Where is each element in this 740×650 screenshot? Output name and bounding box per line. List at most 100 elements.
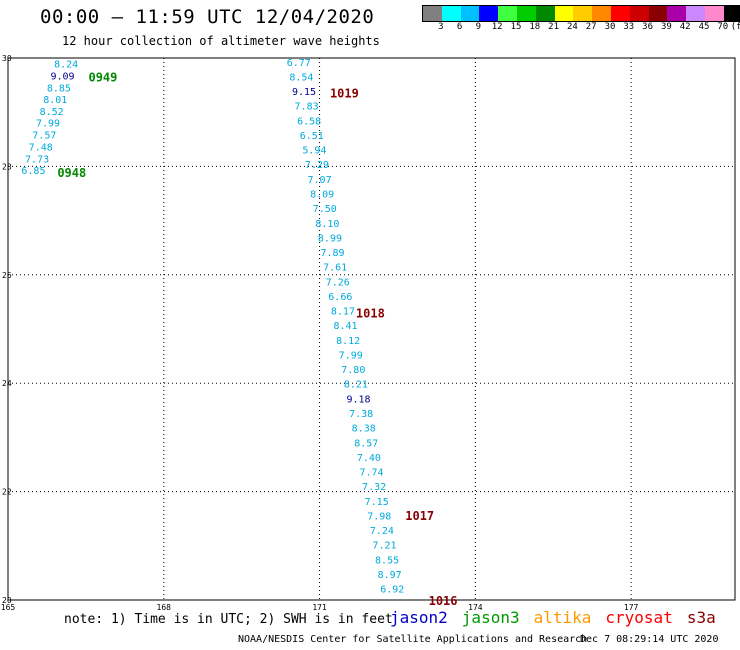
data-point-label: 7.26 <box>326 277 350 288</box>
color-swatch-8 <box>573 6 593 21</box>
data-point-label: 8.21 <box>344 380 368 391</box>
data-point-label: 6.85 <box>21 166 45 177</box>
data-point-label: 6.51 <box>300 131 324 142</box>
data-point-label: 7.99 <box>339 350 363 361</box>
x-tick-label: 171 <box>312 603 327 610</box>
data-point-label: 7.07 <box>308 175 332 186</box>
x-tick-label: 165 <box>1 603 16 610</box>
color-swatch-16 <box>723 6 740 21</box>
time-label: 1019 <box>330 87 359 101</box>
data-point-label: 8.52 <box>40 107 64 118</box>
data-point-label: 8.24 <box>54 59 78 70</box>
x-tick-label: 177 <box>624 603 639 610</box>
color-scale-label: (ft) <box>730 22 740 32</box>
data-point-label: 7.99 <box>36 118 60 129</box>
color-swatch-5 <box>516 6 536 21</box>
data-point-label: 8.55 <box>375 555 399 566</box>
satellite-legend-jason3: jason3 <box>461 608 520 627</box>
color-swatch-1 <box>441 6 461 21</box>
wave-height-chart: 165 168 171 174 1772022242628308.249.098.858… <box>1 54 736 610</box>
satellite-legend: jason2 jason3 altika cryosat s3a <box>390 608 730 627</box>
data-point-label: 8.85 <box>47 83 71 94</box>
data-point-label: 7.40 <box>357 453 381 464</box>
data-point-label: 7.24 <box>370 526 394 537</box>
data-point-label: 8.97 <box>378 570 402 581</box>
credit-line: NOAA/NESDIS Center for Satellite Applica… <box>238 634 588 645</box>
data-point-label: 7.61 <box>323 263 347 274</box>
data-point-label: 5.94 <box>302 146 326 157</box>
data-point-label: 7.73 <box>25 154 49 165</box>
y-tick-label: 30 <box>2 54 12 63</box>
page-title: 00:00 – 11:59 UTC 12/04/2020 <box>40 6 375 28</box>
data-point-label: 7.15 <box>365 497 389 508</box>
color-scale-label: 39 <box>660 22 672 32</box>
data-point-label: 7.74 <box>359 468 383 479</box>
color-scale-label: 45 <box>698 22 710 32</box>
data-point-label: 6.77 <box>287 58 311 69</box>
data-point-label: 7.48 <box>29 142 53 153</box>
data-point-label: 8.01 <box>43 95 67 106</box>
data-point-label: 7.29 <box>305 160 329 171</box>
generated-timestamp: Dec 7 08:29:14 UTC 2020 <box>580 634 719 645</box>
time-label: 0948 <box>57 166 86 180</box>
time-label: 0949 <box>88 70 117 84</box>
color-swatch-0 <box>423 6 442 21</box>
data-point-label: 8.57 <box>354 438 378 449</box>
color-scale-label: 24 <box>566 22 578 32</box>
color-scale-label: 15 <box>510 22 522 32</box>
data-point-label: 9.09 <box>50 71 74 82</box>
time-label: 1017 <box>405 509 434 523</box>
satellite-legend-jason2: jason2 <box>390 608 448 627</box>
satellite-legend-cryosat: cryosat <box>605 608 673 627</box>
color-scale-label: 27 <box>585 22 597 32</box>
data-point-label: 7.21 <box>372 541 396 552</box>
data-point-label: 7.50 <box>313 204 337 215</box>
color-swatch-4 <box>498 6 517 21</box>
color-scale-bar <box>422 5 740 22</box>
color-swatch-9 <box>592 6 611 21</box>
color-swatch-6 <box>535 6 555 21</box>
color-scale-label: 21 <box>548 22 560 32</box>
data-point-label: 7.57 <box>32 130 56 141</box>
data-point-label: 8.10 <box>315 219 339 230</box>
plot-frame <box>7 57 736 601</box>
color-swatch-14 <box>686 6 705 21</box>
data-point-label: 7.32 <box>362 482 386 493</box>
color-scale-label: 9 <box>475 22 482 32</box>
data-point-label: 6.92 <box>380 585 404 596</box>
data-point-label: 8.54 <box>289 72 313 83</box>
color-scale-label: 18 <box>529 22 541 32</box>
data-point-label: 8.17 <box>331 307 355 318</box>
data-point-label: 8.99 <box>318 233 342 244</box>
color-swatch-3 <box>479 6 499 21</box>
page-subtitle: 12 hour collection of altimeter wave hei… <box>62 34 380 48</box>
data-point-label: 8.12 <box>336 336 360 347</box>
satellite-legend-s3a: s3a <box>686 608 716 627</box>
color-swatch-11 <box>629 6 649 21</box>
x-tick-label: 174 <box>468 603 483 610</box>
color-scale-label: 6 <box>456 22 463 32</box>
color-scale-label: 12 <box>491 22 503 32</box>
x-tick-label: 168 <box>157 603 172 610</box>
y-tick-label: 24 <box>2 379 12 388</box>
data-point-label: 8.41 <box>333 321 357 332</box>
color-swatch-7 <box>554 6 574 21</box>
color-swatch-15 <box>704 6 724 21</box>
color-swatch-13 <box>667 6 687 21</box>
data-point-label: 9.18 <box>346 394 370 405</box>
data-point-label: 6.66 <box>328 292 352 303</box>
data-point-label: 6.58 <box>297 116 321 127</box>
color-scale-label: 33 <box>623 22 635 32</box>
color-scale-label: 70 <box>717 22 729 32</box>
color-scale-label: 36 <box>642 22 654 32</box>
satellite-legend-altika: altika <box>533 608 592 627</box>
time-label: 1018 <box>356 307 385 321</box>
data-point-label: 8.38 <box>352 424 376 435</box>
data-point-label: 8.09 <box>310 190 334 201</box>
y-tick-label: 22 <box>2 488 12 497</box>
y-tick-label: 26 <box>2 271 12 280</box>
color-swatch-10 <box>610 6 630 21</box>
footer-note: note: 1) Time is in UTC; 2) SWH is in fe… <box>64 612 393 627</box>
data-point-label: 7.83 <box>295 102 319 113</box>
